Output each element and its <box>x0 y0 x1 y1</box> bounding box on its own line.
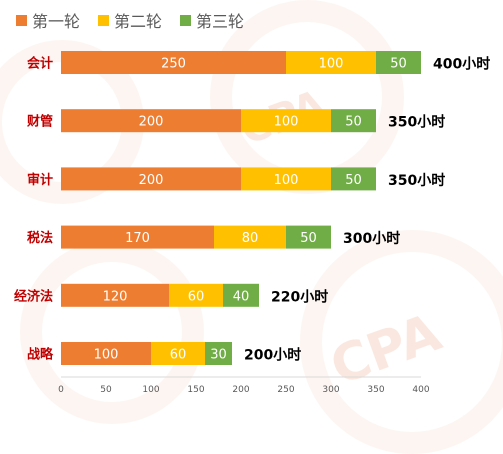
bar-s0-c0 <box>61 51 286 74</box>
bar-s0-c2 <box>61 167 241 191</box>
data-label-s0-c3: 170 <box>125 231 150 246</box>
bar-s2-c4 <box>223 283 259 307</box>
bar-s1-c3 <box>214 225 286 249</box>
x-tick-label-6: 300 <box>322 385 339 395</box>
x-tick-label-7: 350 <box>367 385 384 395</box>
bar-s0-c5 <box>61 342 151 365</box>
data-label-s0-c0: 250 <box>161 57 186 72</box>
x-tick-label-1: 50 <box>100 385 112 395</box>
legend-label-3: 第三轮 <box>196 12 245 31</box>
total-label-2: 350小时 <box>388 172 445 189</box>
legend: 第一轮 第二轮 第三轮 <box>16 8 244 32</box>
total-label-0: 400小时 <box>433 56 490 73</box>
legend-item-2: 第二轮 <box>98 8 162 32</box>
x-tick-label-0: 0 <box>58 385 64 395</box>
bar-s2-c5 <box>205 342 232 365</box>
data-label-s1-c2: 100 <box>274 173 299 188</box>
legend-label-2: 第二轮 <box>114 12 163 31</box>
data-label-s1-c1: 100 <box>274 115 299 130</box>
bar-s2-c3 <box>286 225 331 249</box>
bar-s1-c5 <box>151 342 205 365</box>
category-label-1: 财管 <box>27 114 53 130</box>
category-label-4: 经济法 <box>14 288 53 304</box>
x-tick-label-3: 150 <box>187 385 204 395</box>
data-label-s0-c4: 120 <box>103 289 128 304</box>
category-label-2: 审计 <box>27 172 53 188</box>
total-label-1: 350小时 <box>388 114 445 131</box>
data-label-s2-c0: 50 <box>390 57 407 72</box>
category-label-5: 战略 <box>27 347 54 363</box>
plot-area: 0 50 100 150 200 250 300 350 400 会计 250 100 50 400小时财… <box>14 51 490 395</box>
bar-s2-c0 <box>376 51 421 74</box>
data-label-s2-c4: 40 <box>233 289 250 304</box>
data-label-s2-c3: 50 <box>300 231 317 246</box>
data-label-s1-c5: 60 <box>170 348 187 363</box>
total-label-3: 300小时 <box>343 230 400 247</box>
data-label-s1-c3: 80 <box>242 231 259 246</box>
x-tick-label-4: 200 <box>232 385 249 395</box>
legend-item-1: 第一轮 <box>16 8 80 32</box>
data-label-s2-c1: 50 <box>345 115 362 130</box>
bar-s0-c4 <box>61 283 169 307</box>
data-label-s0-c2: 200 <box>139 173 164 188</box>
x-tick-label-8: 400 <box>412 385 429 395</box>
data-label-s0-c1: 200 <box>139 115 164 130</box>
data-label-s0-c5: 100 <box>94 348 119 363</box>
x-tick-label-2: 100 <box>142 385 159 395</box>
data-label-s2-c2: 50 <box>345 173 362 188</box>
total-label-4: 220小时 <box>271 288 328 305</box>
legend-swatch-3 <box>180 14 192 26</box>
legend-item-3: 第三轮 <box>180 8 244 32</box>
category-label-0: 会计 <box>27 56 53 72</box>
legend-swatch-1 <box>16 14 27 26</box>
category-label-3: 税法 <box>27 230 53 246</box>
bar-s0-c1 <box>61 109 241 133</box>
legend-label-1: 第一轮 <box>32 12 81 31</box>
bar-s2-c2 <box>331 167 376 191</box>
legend-swatch-2 <box>98 14 110 26</box>
data-label-s1-c4: 60 <box>188 289 205 304</box>
data-label-s2-c5: 30 <box>210 348 227 363</box>
bar-s0-c3 <box>61 225 214 249</box>
bar-s1-c0 <box>286 51 376 74</box>
bar-s2-c1 <box>331 109 376 133</box>
bar-s1-c1 <box>241 109 331 133</box>
x-tick-label-5: 250 <box>277 385 294 395</box>
bar-s1-c4 <box>169 283 223 307</box>
total-label-5: 200小时 <box>244 347 301 364</box>
data-label-s1-c0: 100 <box>319 57 344 72</box>
bar-s1-c2 <box>241 167 331 191</box>
